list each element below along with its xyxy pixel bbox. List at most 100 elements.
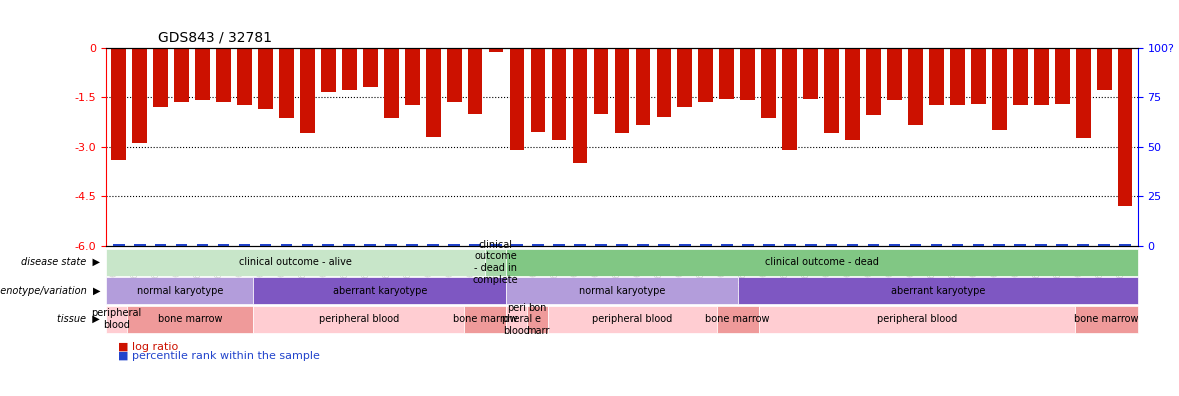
Bar [386,244,397,250]
Bar [973,244,984,250]
Text: aberrant karyotype: aberrant karyotype [332,286,427,296]
Bar [867,48,881,115]
Bar [509,48,525,150]
Bar [301,48,315,133]
Bar [847,244,858,250]
Text: clinical outcome - alive: clinical outcome - alive [239,257,353,267]
Bar [1096,48,1112,90]
Bar [489,48,503,52]
Bar [657,48,671,117]
Bar [929,48,943,105]
Bar [407,244,419,250]
Bar [468,48,482,114]
Bar [637,244,648,250]
Bar [404,48,420,105]
Bar [342,48,357,90]
Bar [950,48,964,105]
Bar [132,48,147,143]
Text: bone marrow: bone marrow [158,314,223,324]
Bar [1014,244,1026,250]
Bar [218,244,230,250]
Bar [1099,244,1111,250]
Bar [364,244,376,250]
Bar [971,48,986,104]
Text: peripheral blood: peripheral blood [592,314,672,324]
Bar [1078,244,1089,250]
Bar [323,244,334,250]
Bar [825,244,837,250]
Bar [363,48,377,87]
Bar [427,244,439,250]
Bar [321,48,336,92]
Bar [426,48,441,137]
Bar [762,48,776,118]
Bar [700,244,712,250]
Text: peripheral
blood: peripheral blood [92,308,141,330]
Bar [216,48,231,102]
Text: bone marrow: bone marrow [453,314,518,324]
Bar [573,48,587,163]
Bar [1118,48,1133,206]
Bar [805,244,817,250]
Bar [574,244,586,250]
Bar [259,244,271,250]
Text: normal karyotype: normal karyotype [137,286,223,296]
Bar [279,48,294,118]
Bar [783,48,797,150]
Bar [698,48,713,102]
Text: disease state  ▶: disease state ▶ [21,257,100,267]
Bar [593,48,608,114]
Text: clinical
outcome
- dead in
complete: clinical outcome - dead in complete [473,240,519,285]
Bar [1076,48,1091,138]
Bar [469,244,481,250]
Bar [133,244,145,250]
Bar [448,244,460,250]
Text: GDS843 / 32781: GDS843 / 32781 [158,31,271,45]
Bar [154,244,166,250]
Bar [635,48,651,125]
Bar [1056,244,1068,250]
Text: genotype/variation  ▶: genotype/variation ▶ [0,286,100,296]
Bar [887,48,902,100]
Bar [908,48,923,125]
Bar [910,244,921,250]
Bar [742,244,753,250]
Bar [281,244,292,250]
Bar [994,244,1006,250]
Bar [552,48,566,140]
Bar [174,48,189,102]
Bar [784,244,796,250]
Bar [258,48,272,109]
Bar [803,48,818,99]
Bar [763,244,775,250]
Bar [824,48,839,133]
Bar [740,48,755,100]
Bar [1034,48,1048,105]
Bar [889,244,901,250]
Bar [1035,244,1047,250]
Text: ■ log ratio: ■ log ratio [118,341,178,352]
Text: normal karyotype: normal karyotype [579,286,665,296]
Bar [951,244,963,250]
Text: peripheral blood: peripheral blood [876,314,957,324]
Bar [617,244,627,250]
Bar [720,244,732,250]
Bar [930,244,942,250]
Bar [532,244,544,250]
Text: bone marrow: bone marrow [705,314,770,324]
Bar [614,48,630,133]
Bar [113,244,125,250]
Bar [176,244,187,250]
Bar [490,244,502,250]
Bar [111,48,126,160]
Bar [196,48,210,100]
Bar [197,244,209,250]
Bar [1055,48,1069,104]
Text: peri
pheral
blood: peri pheral blood [501,303,532,336]
Bar [719,48,735,99]
Bar [1119,244,1131,250]
Bar [845,48,859,140]
Text: clinical outcome - dead: clinical outcome - dead [765,257,878,267]
Bar [531,48,546,131]
Bar [238,244,250,250]
